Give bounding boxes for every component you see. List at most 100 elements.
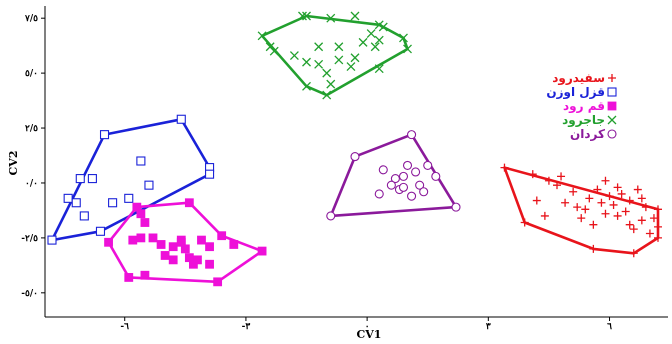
data-point [99, 130, 110, 140]
data-point [140, 270, 150, 280]
data-point [326, 13, 336, 23]
x-tick-label: ٣ [486, 322, 491, 332]
data-point [613, 211, 622, 220]
data-point [589, 244, 598, 253]
x-tick-label: ٦ [607, 322, 612, 332]
data-points [47, 11, 662, 287]
data-point [411, 167, 421, 177]
data-point [637, 194, 646, 203]
data-point [47, 235, 57, 245]
data-point [654, 233, 662, 242]
data-point [585, 194, 594, 203]
data-point [645, 229, 654, 238]
data-point [399, 33, 408, 43]
data-point [407, 191, 417, 201]
data-point [213, 277, 223, 287]
data-point [302, 57, 311, 67]
data-point [108, 198, 118, 208]
data-point [197, 235, 206, 245]
data-point [561, 198, 570, 207]
x-ticks: -٦ -٣ ٠ ٣ ٦ [120, 317, 612, 332]
data-point [326, 79, 336, 89]
data-point [350, 152, 360, 162]
data-point [366, 29, 376, 39]
data-point [302, 81, 311, 91]
data-point [649, 214, 658, 223]
legend-item: کردان [570, 127, 617, 141]
legend-marker-icon [607, 129, 617, 139]
data-point [314, 59, 324, 69]
data-point [136, 233, 146, 243]
data-point [577, 214, 586, 223]
x-axis-title: CV1 [357, 328, 382, 341]
data-point [334, 55, 344, 65]
data-point [136, 209, 146, 219]
y-tick-label: ٥/٠ [25, 69, 38, 79]
data-point [104, 237, 113, 247]
data-point [378, 22, 388, 32]
data-point [390, 174, 400, 184]
data-point [374, 189, 384, 199]
data-point [605, 192, 614, 201]
data-point [124, 273, 134, 282]
data-point [654, 205, 662, 214]
x-tick-label: -٦ [120, 322, 129, 332]
legend-label: کردان [570, 127, 605, 141]
data-point [573, 203, 582, 212]
data-point [350, 11, 360, 21]
data-point [71, 198, 81, 208]
data-point [289, 51, 299, 61]
group-hull [260, 14, 409, 97]
data-point [423, 160, 433, 170]
data-point [87, 174, 97, 184]
data-point [654, 222, 662, 231]
data-point [326, 211, 336, 221]
data-point [75, 174, 85, 184]
y-axis-title: CV2 [7, 151, 20, 176]
data-point [581, 205, 590, 214]
legend-label: قم رود [563, 99, 605, 114]
data-point [350, 53, 360, 63]
y-tick-label: -٥/٠ [21, 289, 38, 299]
plot-frame [44, 6, 668, 318]
data-point [613, 183, 622, 192]
data-point [609, 200, 618, 209]
data-point [79, 211, 89, 221]
data-point [601, 176, 610, 185]
data-point [593, 185, 602, 194]
data-point [269, 46, 279, 56]
data-point [205, 169, 215, 179]
data-point [322, 90, 332, 100]
data-point [322, 68, 332, 78]
legend-label: قزل اوزن [546, 85, 605, 100]
data-point [617, 189, 626, 198]
data-point [156, 240, 166, 249]
data-point [625, 220, 634, 229]
data-point [217, 231, 227, 241]
data-point [403, 44, 412, 54]
legend-item: سفیدرود [552, 71, 616, 86]
y-tick-label: ٧/٥ [24, 14, 38, 24]
data-point [629, 225, 638, 234]
x-tick-label: -٣ [242, 322, 251, 332]
data-point [398, 182, 409, 192]
data-point [386, 180, 396, 190]
data-point [378, 165, 388, 175]
data-point [205, 259, 214, 269]
data-point [597, 198, 606, 207]
data-point [124, 193, 134, 203]
data-point [148, 233, 158, 243]
data-point [229, 240, 239, 249]
y-tick-label: ٠/٠ [25, 179, 38, 189]
y-tick-label: -٢/٥ [21, 234, 38, 244]
data-point [544, 176, 553, 185]
data-point [188, 259, 198, 269]
data-point [334, 42, 344, 52]
legend-marker-icon [607, 115, 617, 125]
data-point [637, 216, 646, 225]
data-point [63, 193, 73, 203]
legend-marker-icon [607, 87, 617, 97]
data-point [168, 255, 178, 265]
